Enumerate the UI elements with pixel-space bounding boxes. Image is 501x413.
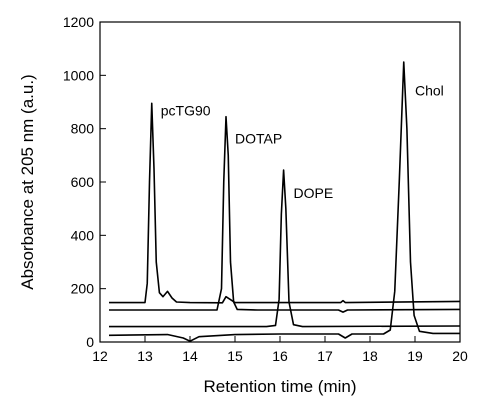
peak-annotations: pcTG90 DOTAP DOPE Chol <box>161 82 444 201</box>
y-tick-label: 400 <box>71 227 95 243</box>
y-tick-label: 800 <box>71 121 95 137</box>
x-axis-ticks: 12 13 14 15 16 17 18 19 20 <box>92 336 468 364</box>
x-tick-label: 12 <box>92 348 108 364</box>
y-axis-ticks: 0 200 400 600 800 1000 1200 <box>63 14 106 350</box>
y-tick-label: 600 <box>71 174 95 190</box>
x-tick-label: 14 <box>182 348 198 364</box>
y-tick-label: 1000 <box>63 67 94 83</box>
x-tick-label: 19 <box>407 348 423 364</box>
chromatogram-trace-2 <box>109 115 461 313</box>
peak-label: DOTAP <box>235 130 282 146</box>
x-tick-label: 16 <box>272 348 288 364</box>
chromatogram-trace-1 <box>109 102 461 304</box>
x-axis-label: Retention time (min) <box>203 377 356 396</box>
y-tick-label: 1200 <box>63 14 94 30</box>
x-tick-label: 18 <box>362 348 378 364</box>
chromatogram-curves <box>108 61 461 342</box>
chromatogram-trace-4 <box>108 61 460 342</box>
x-tick-label: 17 <box>317 348 333 364</box>
x-tick-label: 13 <box>137 348 153 364</box>
peak-label: DOPE <box>294 185 334 201</box>
peak-label: pcTG90 <box>161 102 211 118</box>
chromatogram-trace-3 <box>109 169 461 328</box>
y-axis-label: Absorbance at 205 nm (a.u.) <box>18 74 37 289</box>
peak-label: Chol <box>415 82 444 98</box>
x-tick-label: 20 <box>452 348 468 364</box>
y-tick-label: 200 <box>71 281 95 297</box>
y-tick-label: 0 <box>86 334 94 350</box>
x-tick-label: 15 <box>227 348 243 364</box>
